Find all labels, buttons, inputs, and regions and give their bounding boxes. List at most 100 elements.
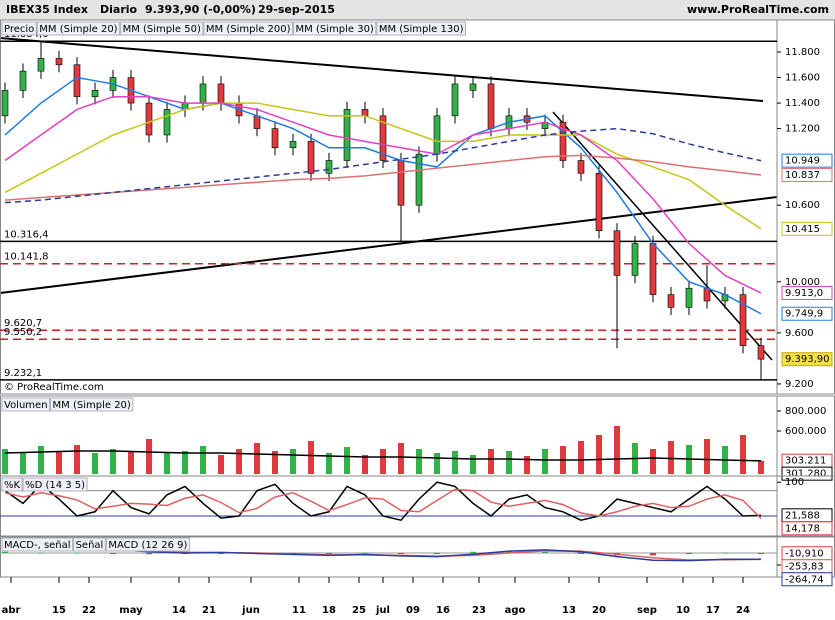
candle-body	[1, 90, 9, 117]
bar	[758, 460, 764, 474]
series-line	[4, 488, 762, 519]
series-line	[4, 481, 762, 522]
bar	[92, 453, 98, 474]
date: 29-sep-2015	[258, 3, 335, 16]
bar	[578, 441, 584, 474]
x-tick-label: 16	[436, 605, 450, 616]
bar	[578, 552, 584, 554]
y-tick-label: 11.400	[785, 98, 820, 109]
candle-body	[91, 90, 99, 97]
bar	[434, 453, 440, 474]
candle-body	[595, 172, 603, 232]
bar	[110, 449, 116, 474]
legend-label: MM (Simple 30)	[296, 24, 374, 35]
value-marker-label: 10.837	[785, 170, 820, 181]
series-line	[4, 127, 762, 204]
bar	[254, 443, 260, 474]
x-tick-label: 11	[292, 605, 306, 616]
x-tick-label: 24	[736, 605, 750, 616]
period: Diario	[100, 3, 138, 16]
bar	[74, 445, 80, 474]
x-tick-label: 22	[82, 605, 96, 616]
y-tick-label: 600.000	[785, 426, 826, 437]
candle-body	[271, 128, 279, 149]
legend-item: Volumen	[1, 397, 51, 412]
legend-item: MM (Simple 20)	[36, 21, 121, 36]
value-marker-label: 9.749,9	[785, 309, 823, 320]
bar	[470, 551, 476, 553]
candle-body	[685, 287, 693, 308]
legend-label: %K	[4, 480, 21, 491]
x-tick-label: 17	[706, 605, 720, 616]
candle-body	[379, 115, 387, 161]
legend-box	[120, 21, 204, 36]
legend-box	[203, 21, 294, 36]
bar	[344, 447, 350, 474]
bar	[362, 552, 368, 554]
x-tick-label: 09	[406, 605, 420, 616]
legend-label: MM (Simple 50)	[123, 24, 201, 35]
value-marker	[781, 306, 833, 321]
candle-body	[73, 64, 81, 97]
candle-body	[649, 243, 657, 295]
legend-box	[376, 21, 466, 36]
bar	[524, 456, 530, 474]
bar	[128, 451, 134, 474]
legend-item: MM (Simple 20)	[50, 397, 134, 412]
legend-box	[105, 537, 190, 552]
bar	[506, 551, 512, 553]
bar	[668, 441, 674, 474]
site: www.ProRealTime.com	[687, 3, 829, 16]
legend-item: MM (Simple 50)	[120, 21, 204, 36]
candle-body	[19, 70, 27, 91]
trendline	[552, 111, 773, 361]
value-marker-label: 9.913,0	[785, 288, 823, 299]
legend-item: MM (Simple 30)	[293, 21, 377, 36]
legend-label: MM (Simple 20)	[53, 400, 131, 411]
bar	[2, 449, 8, 474]
bar	[380, 449, 386, 474]
value-marker-label: -10,910	[785, 548, 824, 559]
candle-body	[163, 109, 171, 136]
x-tick-label: 25	[352, 605, 366, 616]
legend-item: %K	[1, 477, 23, 492]
candle-body	[433, 115, 441, 155]
panel-frame	[0, 19, 835, 395]
bar	[740, 435, 746, 474]
value-marker	[781, 466, 833, 481]
y-tick-label: 11.200	[785, 124, 820, 135]
y-tick-label: 100	[785, 477, 804, 488]
value-marker	[781, 153, 833, 168]
legend-box	[36, 21, 121, 36]
legend-label: MM (Simple 130)	[379, 24, 464, 35]
value-marker-label: 303.211	[785, 456, 826, 467]
bar	[146, 439, 152, 474]
candle-body	[631, 243, 639, 276]
candle-body	[343, 109, 351, 161]
y-tick-label: 11.600	[785, 73, 820, 84]
legend-box	[22, 477, 88, 492]
legend-box	[1, 537, 74, 552]
bar	[146, 552, 152, 555]
level-label: 9.550,2	[4, 327, 42, 338]
legend-label: MACD-, señal	[4, 540, 71, 551]
candle-body	[217, 83, 225, 104]
bar	[758, 552, 764, 554]
level-label: 10.141,8	[4, 252, 49, 263]
legend-label: Volumen	[4, 400, 48, 411]
value-marker-label: 10.949	[785, 156, 820, 167]
legend-box	[73, 537, 106, 552]
legend-item: MM (Simple 200)	[203, 21, 294, 36]
bar	[542, 449, 548, 474]
bar	[200, 446, 206, 474]
bar	[362, 455, 368, 474]
source: © ProRealTime.com	[4, 382, 104, 393]
candle-body	[55, 58, 63, 66]
candle-body	[199, 83, 207, 104]
y-tick-label: 11.800	[785, 47, 820, 58]
legend-label: MACD (12 26 9)	[108, 540, 187, 551]
level-label: 10.316,4	[4, 229, 49, 240]
x-tick-label: 23	[472, 605, 486, 616]
candle-body	[451, 83, 459, 117]
